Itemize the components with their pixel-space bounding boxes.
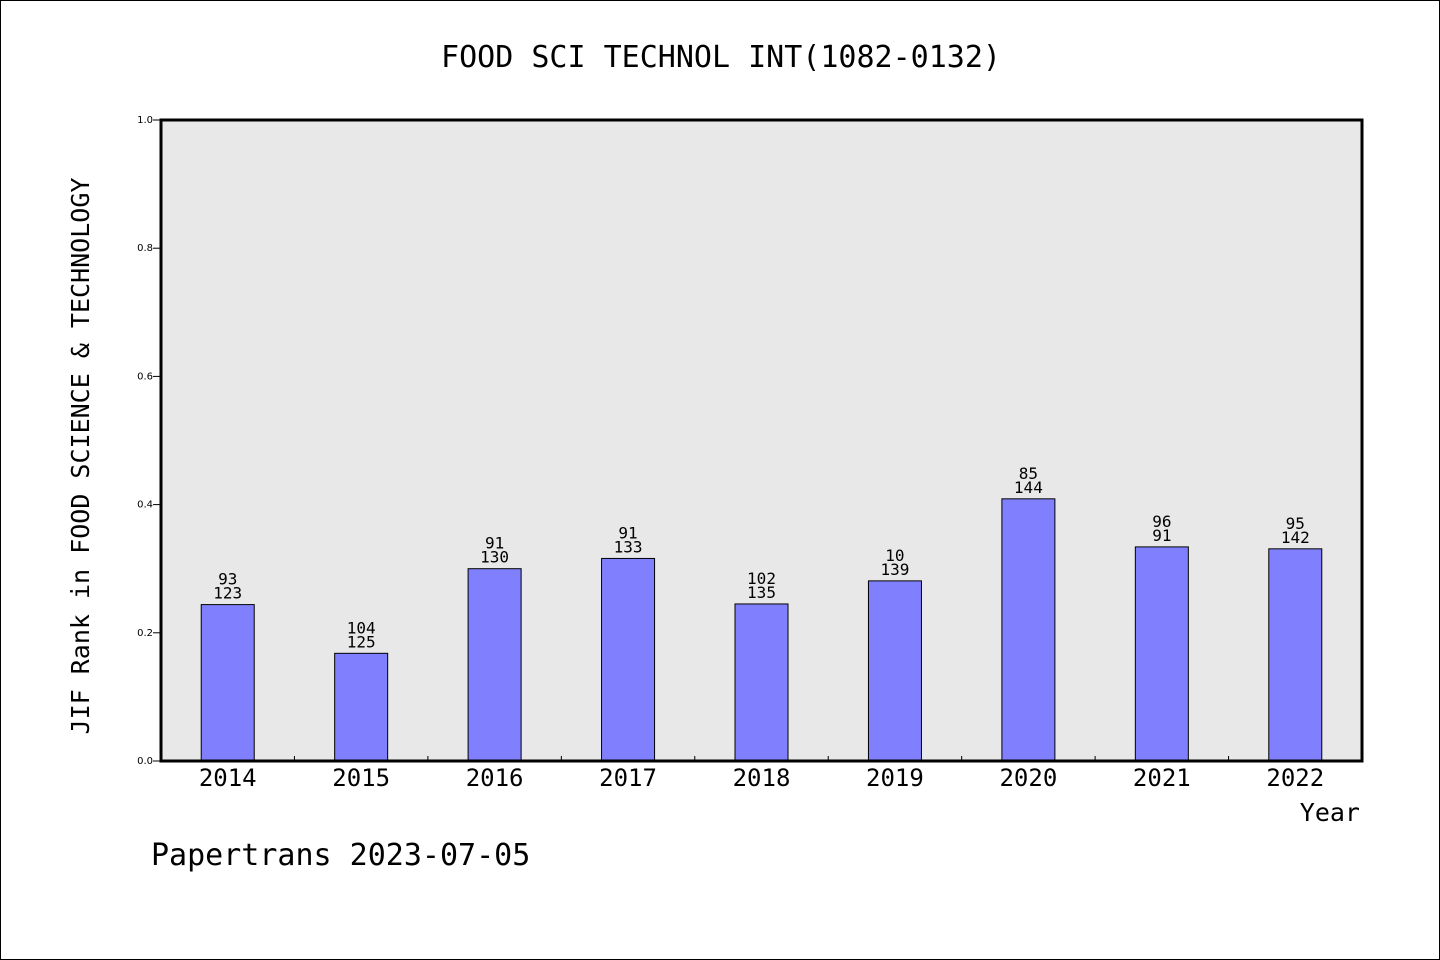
x-tick-label: 2022	[1266, 764, 1324, 792]
bar-label-rank: 10	[885, 546, 904, 565]
bar-label-total: 123	[213, 584, 242, 603]
bar-label-rank: 96	[1152, 512, 1171, 531]
bar-label-total: 133	[614, 537, 643, 556]
bar	[200, 604, 255, 762]
x-axis-label: Year	[1300, 798, 1360, 827]
bar-label-rank: 85	[1019, 464, 1038, 483]
x-axis: 2014 2015 2016 2017 2018 2019 2020 2021 2022	[199, 756, 1324, 792]
x-tick-label: 2016	[466, 764, 524, 792]
bar-series	[200, 498, 1323, 762]
chart-title: FOOD SCI TECHNOL INT(1082-0132)	[441, 40, 1001, 75]
x-tick-label: 2021	[1133, 764, 1191, 792]
x-tick-label: 2018	[733, 764, 791, 792]
bar-label-total: 91	[1152, 526, 1171, 545]
y-axis: 0.0 0.2 0.4 0.6 0.8 1.0	[137, 115, 161, 767]
bar	[1001, 498, 1056, 762]
y-tick-label: 0.0	[137, 756, 153, 767]
x-tick-label: 2019	[866, 764, 924, 792]
bar-label-rank: 102	[747, 569, 776, 588]
bar-label-rank: 93	[218, 570, 237, 589]
y-axis-label: JIF Rank in FOOD SCIENCE & TECHNOLOGY	[66, 178, 95, 735]
bar-label-total: 125	[347, 632, 376, 651]
bar-labels: 9312310412591130911331021351013985144969…	[213, 464, 1309, 651]
x-tick-label: 2015	[332, 764, 390, 792]
bar-label-rank: 95	[1286, 514, 1305, 533]
y-tick-label: 0.6	[137, 371, 153, 382]
x-tick-label: 2020	[999, 764, 1057, 792]
bar	[334, 652, 389, 762]
bar-label-total: 139	[880, 560, 909, 579]
y-tick-label: 0.2	[137, 628, 153, 639]
bar-label-total: 130	[480, 548, 509, 567]
y-tick-label: 0.4	[137, 500, 153, 511]
bar-label-rank: 91	[618, 523, 637, 542]
y-tick-label: 0.8	[137, 243, 153, 254]
bar-label-total: 144	[1014, 478, 1043, 497]
bar-label-total: 142	[1281, 528, 1310, 547]
bar-label-rank: 91	[485, 534, 504, 553]
bar	[1268, 548, 1323, 762]
bar-label-total: 135	[747, 583, 776, 602]
bar	[467, 568, 522, 762]
bar-label-rank: 104	[347, 618, 376, 637]
bar	[601, 557, 656, 762]
plot-border	[159, 118, 1364, 763]
x-tick-label: 2017	[599, 764, 657, 792]
bar	[734, 603, 789, 762]
x-tick-label: 2014	[199, 764, 257, 792]
footer-watermark: Papertrans 2023-07-05	[151, 838, 530, 873]
bar	[867, 580, 922, 762]
y-tick-label: 1.0	[137, 115, 153, 126]
bar	[1134, 546, 1189, 762]
